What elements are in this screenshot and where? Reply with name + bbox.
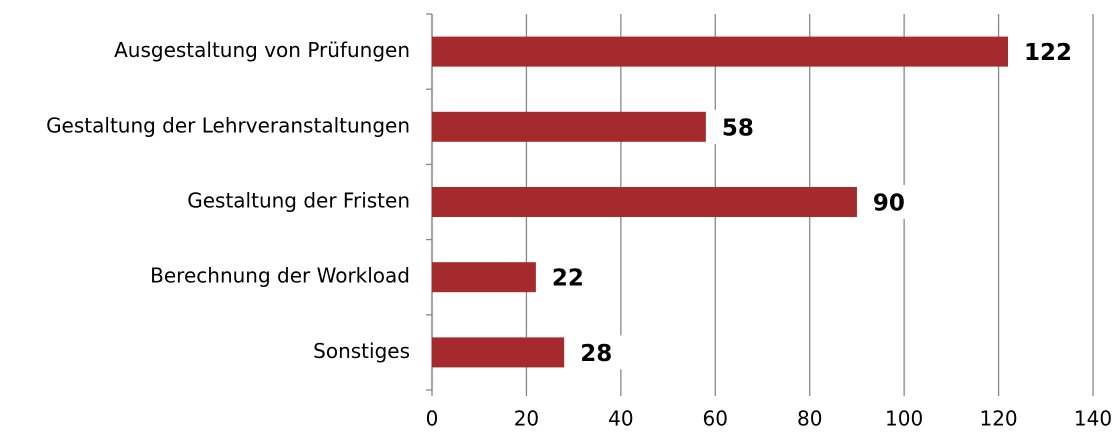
value-label-bg xyxy=(864,185,923,219)
x-tick-label: 60 xyxy=(703,407,728,431)
value-label: 58 xyxy=(722,115,754,141)
x-tick-label: 0 xyxy=(426,407,439,431)
value-label-bg xyxy=(713,109,772,144)
y-tick-label: Gestaltung der Fristen xyxy=(187,189,410,213)
y-tick-label: Sonstiges xyxy=(313,339,410,363)
y-tick-label: Gestaltung der Lehrveranstaltungen xyxy=(46,113,410,137)
x-tick-label: 80 xyxy=(797,407,822,431)
bar xyxy=(432,262,536,293)
x-tick-label: 100 xyxy=(885,407,923,431)
y-tick-label: Ausgestaltung von Prüfungen xyxy=(114,38,410,62)
bar xyxy=(432,337,565,368)
bar xyxy=(432,36,1009,67)
value-label: 28 xyxy=(580,341,612,367)
x-tick-label: 120 xyxy=(979,407,1017,431)
x-tick-label: 20 xyxy=(514,407,539,431)
value-label: 22 xyxy=(552,266,584,292)
x-tick-label: 40 xyxy=(608,407,633,431)
value-label: 122 xyxy=(1024,40,1072,66)
value-label: 90 xyxy=(873,191,905,217)
y-tick-label: Berechnung der Workload xyxy=(150,264,410,288)
x-tick-label: 140 xyxy=(1074,407,1112,431)
value-label-bg xyxy=(572,335,631,370)
bar xyxy=(432,187,857,217)
bar xyxy=(432,111,706,142)
value-label-bg xyxy=(1016,34,1075,69)
value-label-bg xyxy=(543,260,602,295)
